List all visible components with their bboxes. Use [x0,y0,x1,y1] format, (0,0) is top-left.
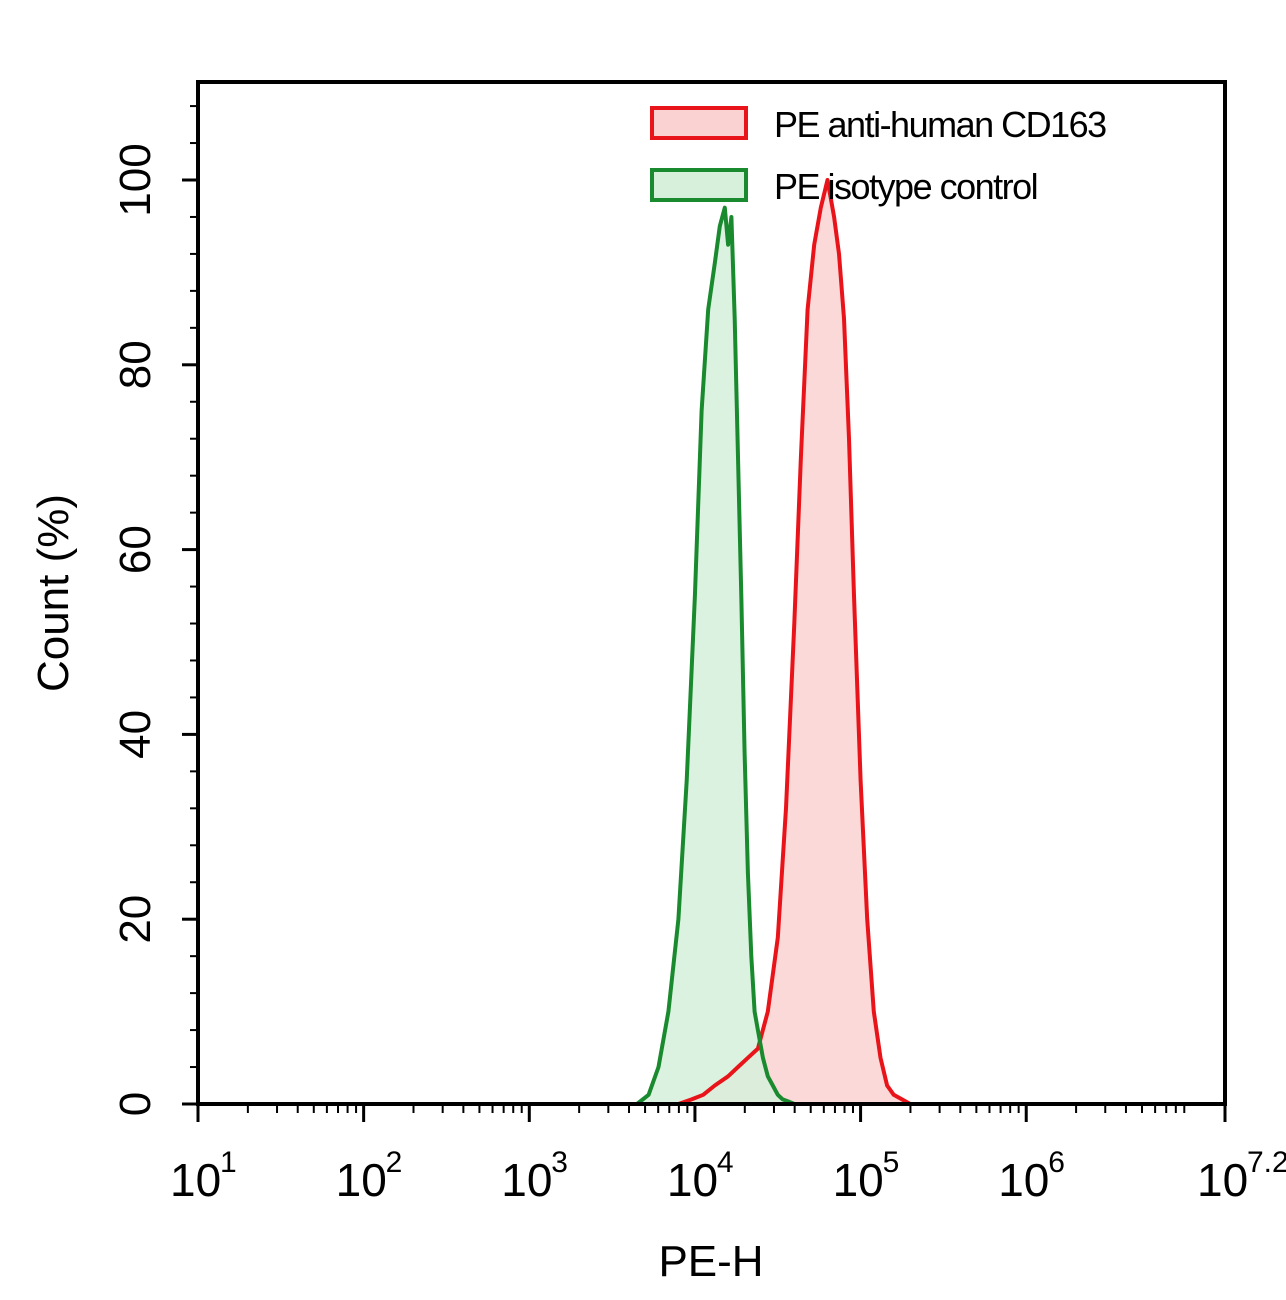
ticks-layer [182,105,1227,1122]
x-tick-base: 10 [833,1154,884,1206]
x-tick-labels: 101 102 103 104 105 106 107.2 [170,1146,1286,1206]
y-tick-label: 100 [111,143,160,216]
x-tick-label: 106 [998,1146,1065,1206]
y-tick-label: 80 [111,340,160,389]
y-tick-label: 60 [111,525,160,574]
x-tick-base: 10 [667,1154,718,1206]
y-tick-label: 40 [111,710,160,759]
y-tick-label: 0 [111,1092,160,1116]
y-axis-title: Count (%) [29,494,78,692]
x-tick-label: 107.2 [1197,1146,1286,1206]
x-tick-exponent: 4 [717,1146,734,1179]
x-tick-base: 10 [336,1154,387,1206]
pe-anti-human-cd163-line [677,178,931,1106]
legend: PE anti-human CD163 PE isotype control [650,104,1108,207]
x-tick-base: 10 [998,1154,1049,1206]
y-tick-labels: 0 20 40 60 80 100 [111,143,160,1116]
legend-swatch [650,168,748,202]
legend-swatch [650,106,748,140]
x-tick-base: 10 [170,1154,221,1206]
pe-anti-human-cd163-area [678,180,931,1104]
x-tick-label: 104 [667,1146,734,1206]
x-tick-label: 102 [336,1146,403,1206]
x-tick-exponent: 6 [1048,1146,1065,1179]
x-tick-exponent: 5 [883,1146,900,1179]
x-tick-label: 101 [170,1146,237,1206]
x-tick-exponent: 1 [220,1146,237,1179]
legend-label: PE isotype control [774,166,1037,207]
pe-isotype-control-area [637,207,811,1104]
x-tick-exponent: 7.2 [1247,1146,1286,1179]
x-axis-title: PE-H [658,1237,763,1286]
x-tick-label: 103 [501,1146,568,1206]
legend-label: PE anti-human CD163 [774,104,1106,145]
x-tick-base: 10 [501,1154,552,1206]
y-tick-label: 20 [111,895,160,944]
x-tick-label: 105 [833,1146,900,1206]
pe-isotype-control-line [635,205,811,1106]
x-tick-exponent: 2 [386,1146,403,1179]
x-tick-exponent: 3 [551,1146,568,1179]
legend-item-pe-anti-human-cd163: PE anti-human CD163 [650,104,1108,145]
plot-frame [196,80,1227,1106]
series-layer [635,178,931,1106]
legend-item-pe-isotype-control: PE isotype control [650,166,1039,207]
x-tick-base: 10 [1197,1154,1248,1206]
